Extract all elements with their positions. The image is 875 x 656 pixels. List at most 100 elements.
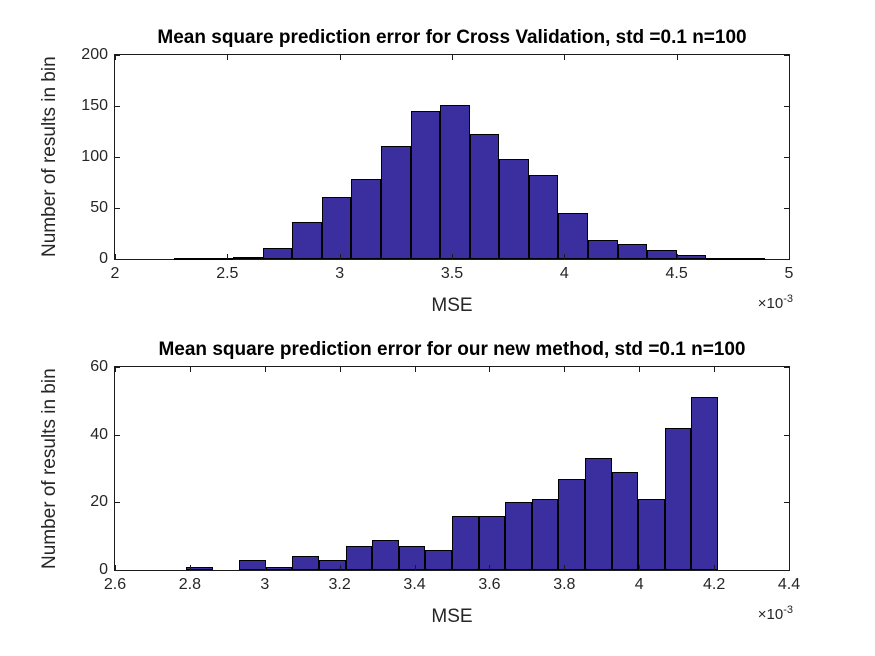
x-tick-mark [789, 565, 790, 570]
y-tick-label: 60 [90, 358, 108, 375]
y-tick-label: 50 [90, 199, 108, 216]
histogram-bar [664, 427, 692, 570]
x-tick-mark [564, 565, 566, 570]
x-tick-mark [227, 55, 229, 60]
y-tick-mark [784, 434, 789, 436]
histogram-bar [440, 104, 470, 259]
histogram-bar [735, 257, 766, 260]
x-tick-label: 2.6 [103, 576, 127, 593]
histogram-bar [558, 478, 585, 570]
y-tick-mark [115, 157, 120, 158]
y-tick-label: 0 [99, 250, 108, 267]
x-tick-label: 3.5 [440, 265, 464, 282]
x-tick-mark [564, 254, 566, 259]
x-tick-mark [489, 367, 491, 372]
histogram-bar [292, 556, 320, 570]
histogram-bar [398, 546, 426, 570]
x-tick-mark [339, 565, 341, 570]
x-tick-label: 4.4 [777, 576, 801, 593]
x-tick-label: 3.4 [403, 576, 426, 593]
x-tick-mark [639, 565, 641, 570]
histogram-bar [410, 111, 441, 259]
subplot-new-method: Mean square prediction error for our new… [39, 339, 800, 627]
histogram-bar [676, 254, 707, 259]
x-tick-mark [339, 55, 341, 60]
x-tick-mark [564, 367, 566, 372]
x-axis-label: MSE [431, 295, 473, 316]
y-tick-label: 200 [81, 46, 108, 63]
y-tick-mark [115, 434, 120, 436]
histogram-bar [381, 145, 411, 259]
y-tick-mark [115, 259, 120, 260]
x-tick-mark [714, 565, 716, 570]
y-tick-label: 40 [90, 425, 108, 443]
exponent-base: ×10 [757, 295, 784, 312]
x-tick-mark [789, 55, 790, 60]
y-tick-mark [115, 208, 120, 209]
y-tick-mark [784, 502, 789, 504]
x-tick-label: 3 [260, 576, 270, 593]
y-tick-label: 0 [99, 561, 108, 578]
x-tick-label: 4 [559, 265, 569, 282]
histogram-bar [638, 498, 665, 570]
histogram-bar [203, 257, 234, 260]
histogram-bar [647, 249, 677, 259]
x-tick-label: 2.5 [216, 265, 239, 282]
x-tick-mark [189, 565, 191, 570]
histogram-bar [469, 133, 500, 259]
y-axis-label: Number of results in bin [39, 368, 60, 569]
plot-title: Mean square prediction error for our new… [158, 339, 746, 360]
histogram-bar [372, 539, 399, 570]
histogram-bar [351, 179, 382, 259]
histogram-bar [233, 256, 263, 259]
x-tick-label: 3.2 [328, 576, 351, 593]
histogram-bar [499, 159, 529, 259]
y-tick-label: 20 [90, 493, 108, 511]
x-tick-mark [115, 254, 116, 259]
y-tick-mark [115, 570, 120, 571]
x-tick-mark [339, 367, 341, 372]
y-tick-mark [784, 106, 789, 107]
histogram-bar [584, 458, 612, 570]
x-tick-mark [452, 254, 453, 259]
x-tick-label: 5 [784, 265, 794, 282]
y-tick-mark [115, 367, 120, 368]
histogram-bar [265, 566, 293, 570]
y-tick-mark [115, 502, 120, 504]
histogram-bar [239, 559, 266, 570]
histogram-bar [345, 546, 373, 570]
histogram-bar [691, 397, 718, 570]
exponent-base: ×10 [757, 606, 784, 623]
x-tick-mark [639, 367, 641, 372]
histogram-bar [174, 257, 204, 260]
histogram-bar [186, 566, 213, 570]
x-tick-label: 3.6 [478, 576, 501, 593]
x-tick-label: 3.8 [553, 576, 576, 593]
y-tick-mark [784, 157, 789, 158]
x-tick-mark [564, 55, 566, 60]
x-axis-exponent-label: ×10-3 [758, 604, 793, 623]
x-axis-exponent-label: ×10-3 [758, 293, 793, 312]
y-axis-label: Number of results in bin [39, 56, 60, 258]
x-tick-mark [339, 254, 341, 259]
y-tick-mark [115, 106, 120, 107]
x-tick-mark [115, 55, 116, 60]
x-tick-mark [264, 367, 266, 372]
x-tick-label: 4.5 [665, 265, 688, 282]
y-tick-mark [115, 55, 120, 56]
x-tick-mark [115, 367, 116, 372]
histogram-bar [478, 515, 506, 570]
histogram-bar [452, 515, 479, 570]
plot-area [115, 367, 789, 570]
histogram-bar [262, 247, 293, 259]
histogram-bar [617, 243, 648, 259]
x-tick-mark [414, 367, 416, 372]
histogram-bar [558, 213, 588, 259]
y-tick-mark [784, 55, 789, 56]
x-tick-mark [115, 565, 116, 570]
histogram-bar [292, 222, 322, 259]
histogram-bar [588, 239, 618, 259]
histogram-bar [505, 502, 532, 570]
plot-title: Mean square prediction error for Cross V… [157, 27, 747, 48]
